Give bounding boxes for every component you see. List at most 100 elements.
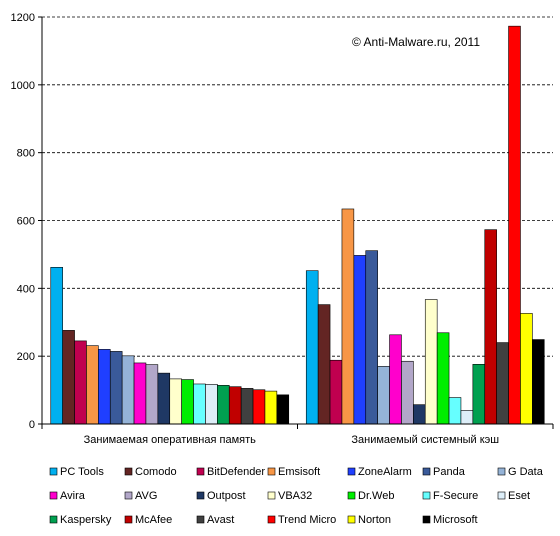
legend-label: F-Secure	[433, 490, 478, 502]
legend-swatch	[422, 515, 431, 524]
legend-label: Kaspersky	[60, 514, 112, 526]
category-label: Занимаемая оперативная память	[84, 434, 257, 446]
legend-label: Outpost	[207, 490, 246, 502]
legend-swatch	[124, 467, 133, 476]
category-label: Занимаемый системный кэш	[351, 434, 499, 446]
bar	[389, 334, 402, 425]
legend-item: Outpost	[196, 490, 246, 502]
category-labels: Занимаемая оперативная память Занимаемый …	[84, 434, 500, 446]
legend-swatch	[49, 467, 58, 476]
bar	[109, 351, 123, 425]
y-tick-labels: 0 200 400 600 800 1000 1200	[11, 12, 35, 431]
legend-item: McAfee	[124, 514, 172, 526]
bar	[217, 385, 230, 425]
bar	[460, 410, 474, 425]
legend-swatch	[422, 467, 431, 476]
legend-swatch	[124, 491, 133, 500]
y-tick-label: 200	[17, 351, 35, 363]
legend-label: Norton	[358, 514, 391, 526]
y-tick-label: 1200	[11, 12, 35, 24]
bars	[50, 25, 545, 425]
legend-item: Trend Micro	[267, 514, 336, 526]
legend-swatch	[267, 491, 276, 500]
bar	[50, 267, 63, 425]
copyright-annotation: © Anti-Malware.ru, 2011	[352, 35, 480, 49]
legend-item: Avast	[196, 514, 234, 526]
legend-item: Dr.Web	[347, 490, 394, 502]
y-tick-label: 400	[17, 283, 35, 295]
bar	[508, 25, 521, 425]
legend-swatch	[196, 515, 205, 524]
legend-item: BitDefender	[196, 466, 265, 478]
bar	[448, 397, 462, 425]
bar	[264, 390, 278, 425]
bar	[532, 339, 545, 425]
bar	[341, 208, 355, 425]
legend-item: G Data	[497, 466, 544, 478]
bar	[520, 313, 533, 425]
legend-label: Emsisoft	[278, 466, 320, 478]
legend-swatch	[49, 491, 58, 500]
bar	[276, 394, 290, 425]
y-tick-label: 800	[17, 148, 35, 160]
legend-item: Emsisoft	[267, 466, 320, 478]
legend-label: McAfee	[135, 514, 172, 526]
legend-label: Dr.Web	[358, 490, 394, 502]
legend-item: VBA32	[267, 490, 312, 502]
bar	[305, 270, 319, 425]
legend-swatch	[347, 515, 356, 524]
bar	[365, 250, 378, 425]
bar	[484, 229, 497, 425]
bar	[377, 366, 390, 425]
y-tick-label: 1000	[11, 80, 35, 92]
legend-item: ZoneAlarm	[347, 466, 412, 478]
legend-swatch	[196, 467, 205, 476]
legend-label: Comodo	[135, 466, 177, 478]
legend-swatch	[497, 467, 506, 476]
bar	[353, 255, 367, 425]
legend-swatch	[347, 467, 356, 476]
bar	[424, 299, 438, 425]
bar	[181, 379, 194, 425]
legend-item: Norton	[347, 514, 391, 526]
bar	[317, 304, 331, 425]
bar	[436, 332, 450, 425]
legend-label: Avira	[60, 490, 86, 502]
legend: PC Tools Comodo BitDefender Emsisoft ZoneAla…	[49, 466, 544, 526]
bar	[240, 388, 254, 425]
bar	[169, 378, 182, 425]
bar	[472, 364, 486, 425]
bar	[145, 364, 159, 425]
legend-item: F-Secure	[422, 490, 478, 502]
legend-item: Panda	[422, 466, 466, 478]
legend-label: Microsoft	[433, 514, 478, 526]
legend-item: PC Tools	[49, 466, 104, 478]
legend-swatch	[124, 515, 133, 524]
legend-item: AVG	[124, 490, 157, 502]
bar	[401, 360, 414, 425]
legend-label: AVG	[135, 490, 157, 502]
bar	[329, 359, 343, 425]
bar	[252, 389, 266, 425]
bar	[98, 349, 111, 425]
y-tick-label: 600	[17, 216, 35, 228]
legend-label: PC Tools	[60, 466, 104, 478]
legend-item: Comodo	[124, 466, 177, 478]
bar	[157, 372, 171, 425]
bar	[121, 355, 135, 425]
legend-swatch	[49, 515, 58, 524]
legend-item: Avira	[49, 490, 86, 502]
legend-swatch	[196, 491, 205, 500]
legend-swatch	[497, 491, 506, 500]
legend-item: Microsoft	[422, 514, 478, 526]
bar	[228, 386, 242, 425]
gridlines	[42, 16, 553, 357]
legend-swatch	[267, 515, 276, 524]
legend-label: BitDefender	[207, 466, 265, 478]
axes	[38, 16, 554, 429]
bar	[496, 342, 509, 425]
legend-swatch	[422, 491, 431, 500]
bar	[413, 404, 426, 425]
legend-label: Avast	[207, 514, 234, 526]
